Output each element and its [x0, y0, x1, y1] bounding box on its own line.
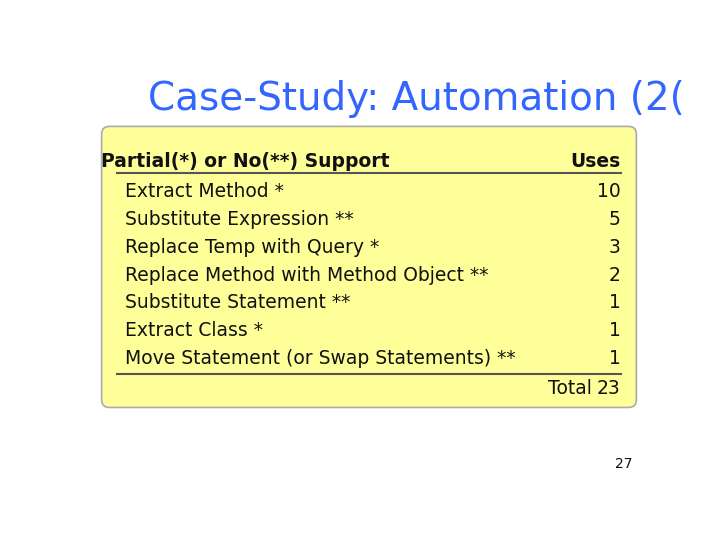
Text: Extract Method *: Extract Method *: [125, 183, 284, 201]
Text: Total: Total: [547, 380, 591, 399]
Text: Replace Method with Method Object **: Replace Method with Method Object **: [125, 266, 488, 285]
Text: 1: 1: [609, 349, 621, 368]
Text: Substitute Expression **: Substitute Expression **: [125, 210, 354, 229]
Text: 23: 23: [597, 380, 621, 399]
Text: 1: 1: [609, 321, 621, 340]
Text: 1: 1: [609, 293, 621, 312]
Text: Move Statement (or Swap Statements) **: Move Statement (or Swap Statements) **: [125, 349, 516, 368]
Text: 3: 3: [609, 238, 621, 257]
Text: Extract Class *: Extract Class *: [125, 321, 263, 340]
Text: Replace Temp with Query *: Replace Temp with Query *: [125, 238, 379, 257]
FancyBboxPatch shape: [102, 126, 636, 408]
Text: Substitute Statement **: Substitute Statement **: [125, 293, 350, 312]
Text: 27: 27: [615, 457, 632, 471]
Text: Case-Study: Automation (2(: Case-Study: Automation (2(: [148, 80, 685, 118]
Text: Uses: Uses: [571, 152, 621, 171]
Text: 5: 5: [609, 210, 621, 229]
Text: 10: 10: [597, 183, 621, 201]
Text: Partial(*) or No(**) Support: Partial(*) or No(**) Support: [101, 152, 390, 171]
Text: 2: 2: [609, 266, 621, 285]
